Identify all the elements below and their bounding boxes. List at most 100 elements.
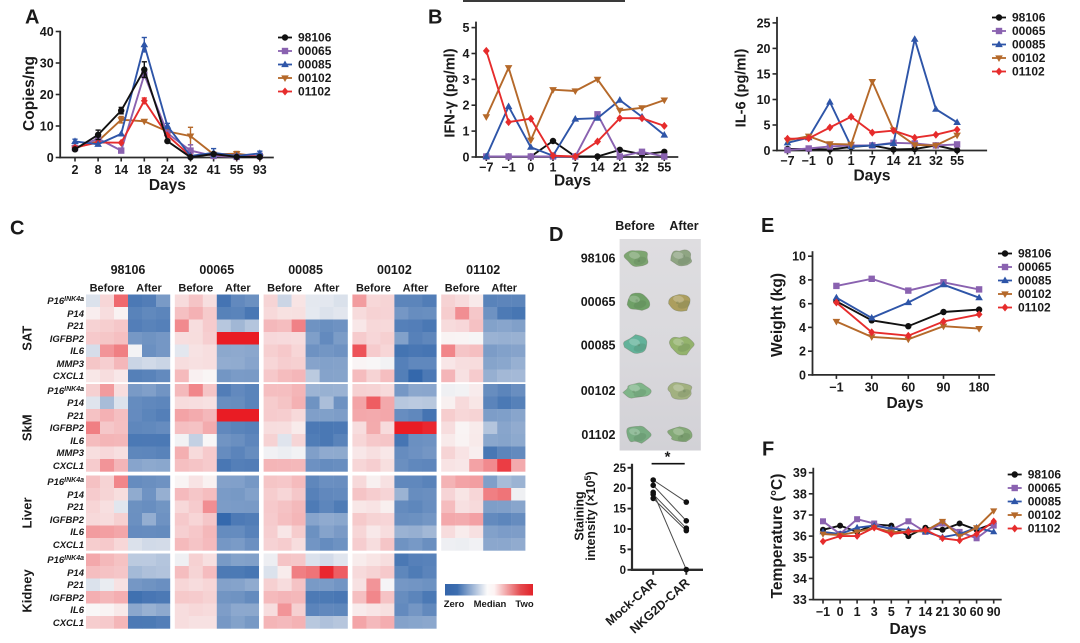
svg-text:00065: 00065 [298,44,332,58]
svg-text:25: 25 [757,16,771,30]
svg-text:−7: −7 [780,154,794,168]
svg-text:3: 3 [871,605,878,619]
svg-text:CXCL1: CXCL1 [53,540,84,551]
svg-text:55: 55 [950,154,964,168]
svg-text:Before: Before [267,283,302,295]
svg-text:CXCL1: CXCL1 [53,461,84,472]
svg-text:98106: 98106 [111,263,146,277]
svg-text:55: 55 [657,161,671,175]
svg-text:After: After [491,283,517,295]
svg-text:00065: 00065 [1012,24,1046,38]
svg-text:Copies/ng: Copies/ng [21,56,38,131]
svg-text:14: 14 [887,154,901,168]
svg-text:After: After [136,283,162,295]
svg-text:After: After [669,219,698,233]
svg-text:5: 5 [764,119,771,133]
svg-text:34: 34 [793,572,807,586]
svg-text:37: 37 [793,509,807,523]
svg-text:38: 38 [793,487,807,501]
svg-text:E: E [761,215,774,237]
svg-text:5: 5 [620,544,627,556]
svg-text:00085: 00085 [581,338,616,352]
svg-text:IL-6 (pg/ml): IL-6 (pg/ml) [734,49,750,128]
svg-text:Days: Days [149,177,186,194]
svg-text:P16INK4a: P16INK4a [47,477,84,488]
svg-text:10: 10 [792,250,806,264]
svg-text:−1: −1 [802,154,816,168]
svg-text:P16INK4a: P16INK4a [47,555,84,566]
svg-text:0: 0 [463,151,470,165]
svg-text:MMP3: MMP3 [57,359,85,370]
svg-text:IL6: IL6 [70,527,84,538]
svg-text:After: After [314,283,340,295]
svg-text:30: 30 [953,605,967,619]
svg-text:Before: Before [356,283,391,295]
svg-text:2: 2 [799,345,806,359]
svg-text:P21: P21 [67,321,84,332]
svg-text:01102: 01102 [1028,522,1061,536]
svg-text:98106: 98106 [581,252,616,266]
svg-text:Before: Before [90,283,125,295]
svg-text:55: 55 [230,163,244,177]
svg-text:90: 90 [987,605,1001,619]
svg-text:32: 32 [929,154,943,168]
svg-text:SkM: SkM [20,414,35,441]
svg-text:40: 40 [40,25,54,39]
svg-text:0: 0 [799,368,806,382]
svg-text:−7: −7 [479,161,493,175]
svg-text:4: 4 [463,47,470,61]
svg-text:00102: 00102 [581,384,616,398]
svg-text:F: F [762,439,774,461]
svg-text:36: 36 [793,530,807,544]
svg-text:33: 33 [793,593,807,607]
svg-text:CXCL1: CXCL1 [53,618,84,629]
svg-text:C: C [10,218,24,240]
svg-text:2: 2 [463,99,470,113]
svg-text:01102: 01102 [466,263,500,277]
svg-text:00065: 00065 [581,295,616,309]
svg-text:14: 14 [591,161,605,175]
svg-text:P21: P21 [67,580,84,591]
svg-text:Two: Two [515,599,533,610]
svg-text:D: D [549,224,563,246]
svg-text:Before: Before [445,283,480,295]
svg-text:98106: 98106 [298,31,332,45]
svg-text:98106: 98106 [1018,247,1052,261]
svg-text:P16INK4a: P16INK4a [47,386,84,397]
svg-text:IGFBP2: IGFBP2 [50,334,85,345]
svg-text:98106: 98106 [1012,11,1046,25]
svg-text:20: 20 [757,42,771,56]
svg-text:18: 18 [137,163,151,177]
svg-text:01102: 01102 [1012,65,1045,79]
svg-text:7: 7 [572,161,579,175]
svg-text:0: 0 [764,144,771,158]
svg-text:SAT: SAT [20,326,35,351]
svg-text:32: 32 [184,163,198,177]
svg-text:21: 21 [908,154,922,168]
svg-text:180: 180 [969,380,990,394]
svg-text:00102: 00102 [1018,287,1052,301]
svg-text:60: 60 [970,605,984,619]
svg-text:41: 41 [207,163,221,177]
svg-text:intensity (×105): intensity (×105) [583,471,598,560]
svg-text:After: After [403,283,429,295]
svg-text:8: 8 [95,163,102,177]
svg-text:Zero: Zero [444,599,465,610]
svg-text:IGFBP2: IGFBP2 [50,593,85,604]
svg-text:IGFBP2: IGFBP2 [50,515,85,526]
svg-text:B: B [428,7,442,29]
svg-text:1: 1 [550,161,557,175]
svg-text:P14: P14 [67,568,85,579]
svg-text:14: 14 [918,605,932,619]
svg-text:00085: 00085 [1012,38,1046,52]
svg-text:*: * [665,449,671,466]
svg-text:Kidney: Kidney [20,569,35,613]
svg-text:24: 24 [160,163,174,177]
svg-text:1: 1 [463,125,470,139]
svg-text:CXCL1: CXCL1 [53,371,84,382]
svg-text:21: 21 [613,161,627,175]
svg-text:6: 6 [799,297,806,311]
svg-text:00065: 00065 [1028,481,1062,495]
svg-text:Before: Before [615,219,655,233]
svg-text:32: 32 [635,161,649,175]
